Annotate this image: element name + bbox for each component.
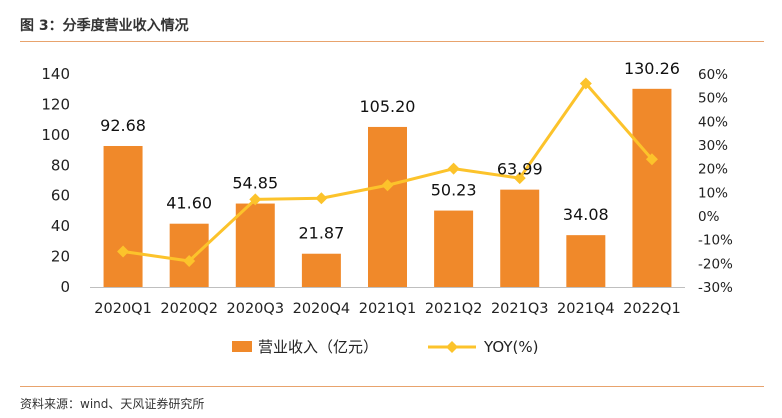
left-tick-label: 100 [41, 126, 70, 144]
left-tick-label: 60 [51, 187, 70, 205]
x-tick-label: 2021Q3 [491, 301, 549, 317]
bar-data-labels: 92.68 41.60 54.85 21.87 105.20 50.23 63.99 34.0… [100, 59, 680, 243]
chart-title: 图 3：分季度营业收入情况 [20, 18, 189, 34]
source-divider [20, 386, 764, 387]
bar-value-label: 34.08 [563, 205, 609, 224]
bar-value-label: 21.87 [298, 224, 344, 243]
right-tick-label: -10% [698, 233, 733, 249]
left-tick-label: 80 [51, 156, 70, 174]
right-tick-label: 30% [698, 138, 728, 154]
right-tick-label: 50% [698, 91, 728, 107]
bar [632, 88, 672, 287]
legend: 营业收入（亿元） YOY(%) [232, 338, 538, 356]
right-y-axis: -30% -20% -10% 0% 10% 20% 30% 40% 50% 60% [698, 67, 733, 296]
bar [368, 126, 407, 288]
right-tick-label: 60% [698, 67, 728, 83]
x-tick-label: 2020Q1 [94, 301, 152, 317]
bar-value-label: 41.60 [166, 194, 212, 213]
bar-value-label: 130.26 [624, 59, 680, 78]
left-tick-label: 120 [41, 95, 70, 113]
bar [301, 253, 341, 287]
x-tick-label: 2020Q2 [160, 301, 218, 317]
left-y-axis: 0 20 40 60 80 100 120 140 [41, 65, 70, 296]
legend-line-label: YOY(%) [483, 338, 538, 356]
yoy-point [645, 153, 658, 166]
yoy-point [381, 179, 394, 192]
x-axis: 2020Q1 2020Q2 2020Q3 2020Q4 2021Q1 2021Q2 2021… [90, 287, 685, 317]
bar [434, 210, 474, 287]
bar [566, 235, 606, 287]
x-tick-label: 2020Q4 [293, 301, 351, 317]
bar-value-label: 105.20 [360, 97, 416, 116]
right-tick-label: 40% [698, 114, 728, 130]
left-tick-label: 140 [41, 65, 70, 83]
x-tick-label: 2021Q2 [425, 301, 483, 317]
left-tick-label: 20 [51, 248, 70, 266]
x-tick-label: 2020Q3 [227, 301, 285, 317]
legend-bar-swatch [232, 341, 252, 352]
bar [235, 203, 275, 287]
right-tick-label: -20% [698, 256, 733, 272]
bar [500, 189, 540, 287]
x-tick-label: 2022Q1 [623, 301, 681, 317]
bar [103, 145, 143, 287]
bar-series [103, 88, 672, 288]
yoy-point [249, 193, 262, 206]
bar-value-label: 50.23 [431, 181, 477, 200]
yoy-point [579, 77, 592, 90]
right-tick-label: 0% [698, 209, 720, 225]
bar-value-label: 63.99 [497, 160, 543, 179]
bar-value-label: 92.68 [100, 116, 146, 135]
source-note: 资料来源：wind、天风证券研究所 [20, 397, 205, 411]
right-tick-label: -30% [698, 280, 733, 296]
title-divider [20, 41, 764, 42]
legend-line-marker [446, 341, 458, 353]
right-tick-label: 20% [698, 162, 728, 178]
x-tick-label: 2021Q4 [557, 301, 615, 317]
bar-value-label: 54.85 [232, 174, 278, 193]
x-tick-label: 2021Q1 [359, 301, 417, 317]
right-tick-label: 10% [698, 185, 728, 201]
yoy-point [513, 172, 526, 185]
left-tick-label: 0 [60, 278, 70, 296]
legend-bar-label: 营业收入（亿元） [258, 338, 378, 356]
yoy-point [117, 245, 130, 258]
yoy-line-series [117, 77, 658, 267]
yoy-point [315, 192, 328, 205]
yoy-point [183, 254, 196, 267]
yoy-point [447, 162, 460, 175]
left-tick-label: 40 [51, 217, 70, 235]
